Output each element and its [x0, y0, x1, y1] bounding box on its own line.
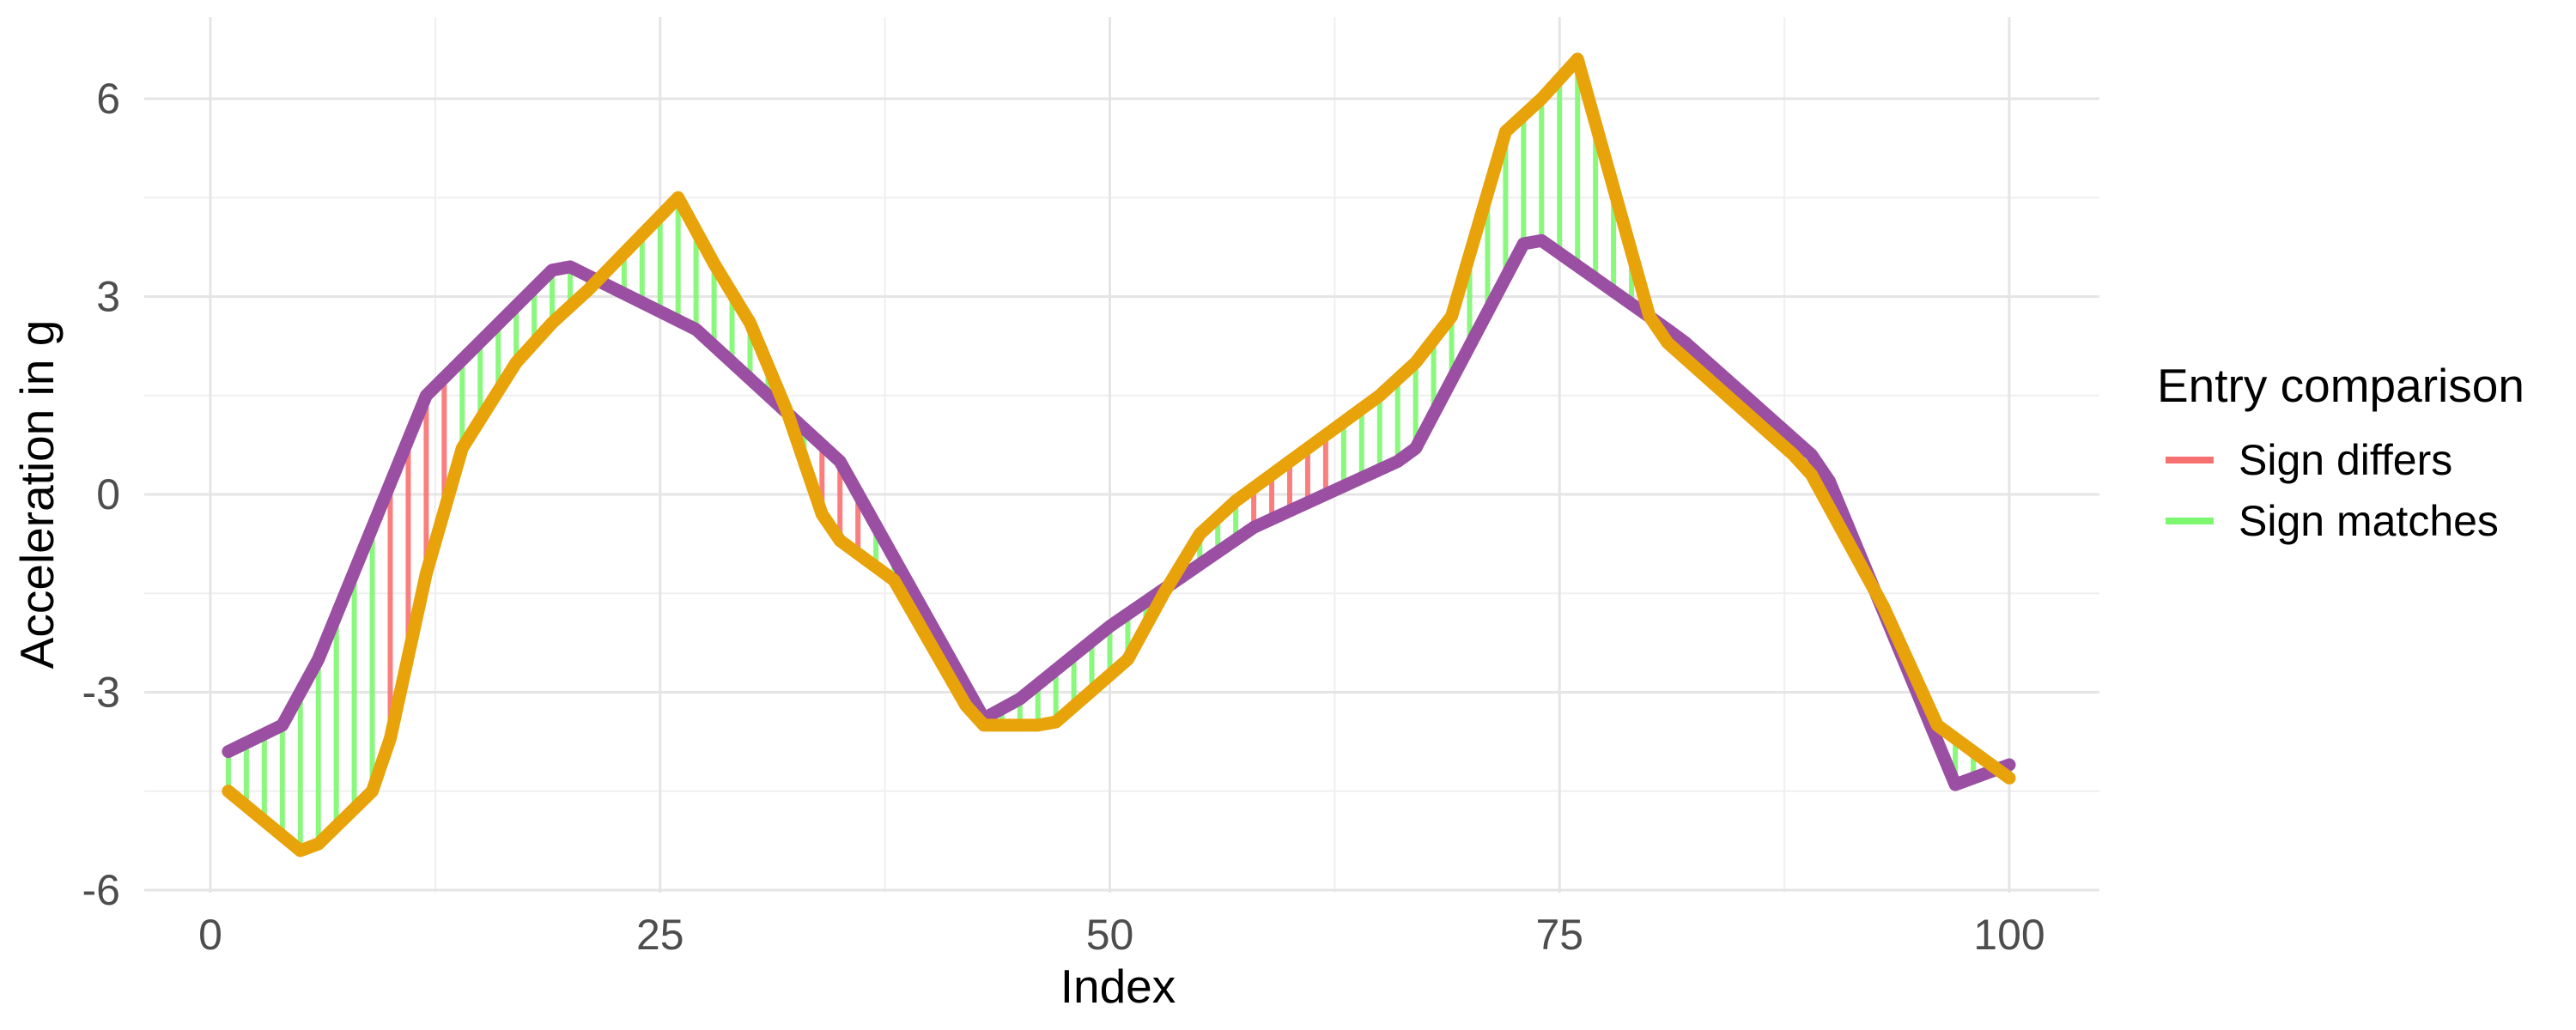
x-axis-title: Index	[1060, 960, 1176, 1013]
y-tick-label: -3	[82, 669, 120, 717]
legend-title: Entry comparison	[2157, 359, 2524, 412]
y-tick-label: 0	[96, 470, 120, 518]
series-line-purple	[222, 233, 2016, 791]
series-line-orange	[222, 52, 2016, 857]
series-lines	[222, 52, 2016, 857]
axis-tick-labels: 0 25 50 75 100 -6 -3 0 3 6	[82, 75, 2045, 959]
y-tick-label: 6	[96, 75, 120, 123]
legend: Entry comparison Sign differs Sign match…	[2157, 359, 2524, 545]
x-tick-label: 50	[1086, 911, 1134, 959]
x-tick-label: 0	[198, 911, 222, 959]
x-tick-label: 25	[636, 911, 684, 959]
x-tick-label: 75	[1535, 911, 1583, 959]
y-tick-label: -6	[82, 866, 120, 914]
legend-label-sign-matches: Sign matches	[2239, 497, 2499, 545]
y-tick-label: 3	[96, 273, 120, 321]
legend-label-sign-differs: Sign differs	[2239, 436, 2452, 484]
grid-lines	[144, 17, 2099, 893]
y-axis-title: Acceleration in g	[10, 320, 64, 670]
x-tick-label: 100	[1973, 911, 2044, 959]
